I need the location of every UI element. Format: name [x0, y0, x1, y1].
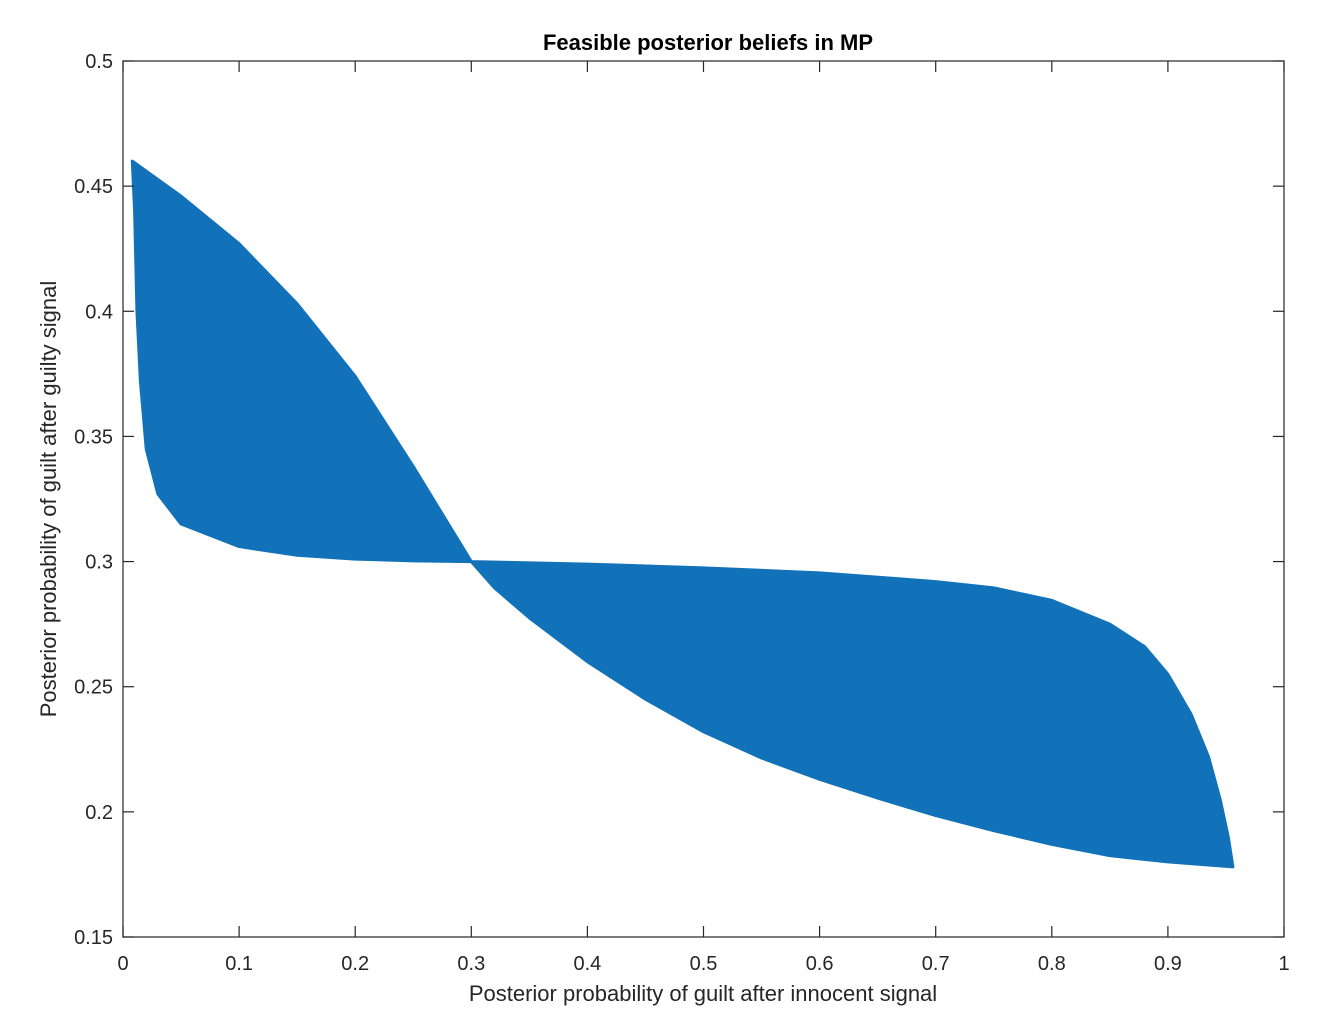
- x-tick-label: 0.2: [341, 953, 369, 975]
- x-tick-label: 0.4: [573, 953, 601, 975]
- y-tick-label: 0.25: [74, 677, 113, 699]
- x-tick-label: 0.8: [1038, 953, 1066, 975]
- x-axis-ticks: 0 0.1 0.2 0.3 0.4 0.5 0.6 0.7 0.8 0.9 1: [117, 61, 1290, 975]
- y-tick-label: 0.3: [85, 552, 113, 574]
- plot-area: [130, 159, 1235, 869]
- x-tick-label: 0.7: [922, 953, 950, 975]
- x-axis-label: Posterior probability of guilt after inn…: [469, 981, 937, 1006]
- y-tick-label: 0.35: [74, 426, 113, 448]
- x-tick-label: 0.6: [806, 953, 834, 975]
- y-tick-label: 0.15: [74, 927, 113, 949]
- x-tick-label: 0.1: [225, 953, 253, 975]
- y-tick-label: 0.45: [74, 176, 113, 198]
- y-tick-label: 0.2: [85, 802, 113, 824]
- feasible-region-area: [130, 159, 1235, 869]
- y-tick-label: 0.4: [85, 301, 113, 323]
- x-tick-label: 0.9: [1154, 953, 1182, 975]
- y-tick-label: 0.5: [85, 51, 113, 73]
- x-tick-label: 1: [1278, 953, 1289, 975]
- x-tick-label: 0.3: [457, 953, 485, 975]
- x-tick-label: 0.5: [690, 953, 718, 975]
- chart-title: Feasible posterior beliefs in MP: [543, 30, 873, 55]
- y-axis-label: Posterior probability of guilt after gui…: [36, 281, 61, 718]
- x-tick-label: 0: [117, 953, 128, 975]
- y-axis-ticks: 0.15 0.2 0.25 0.3 0.35 0.4 0.45 0.5: [74, 51, 1284, 949]
